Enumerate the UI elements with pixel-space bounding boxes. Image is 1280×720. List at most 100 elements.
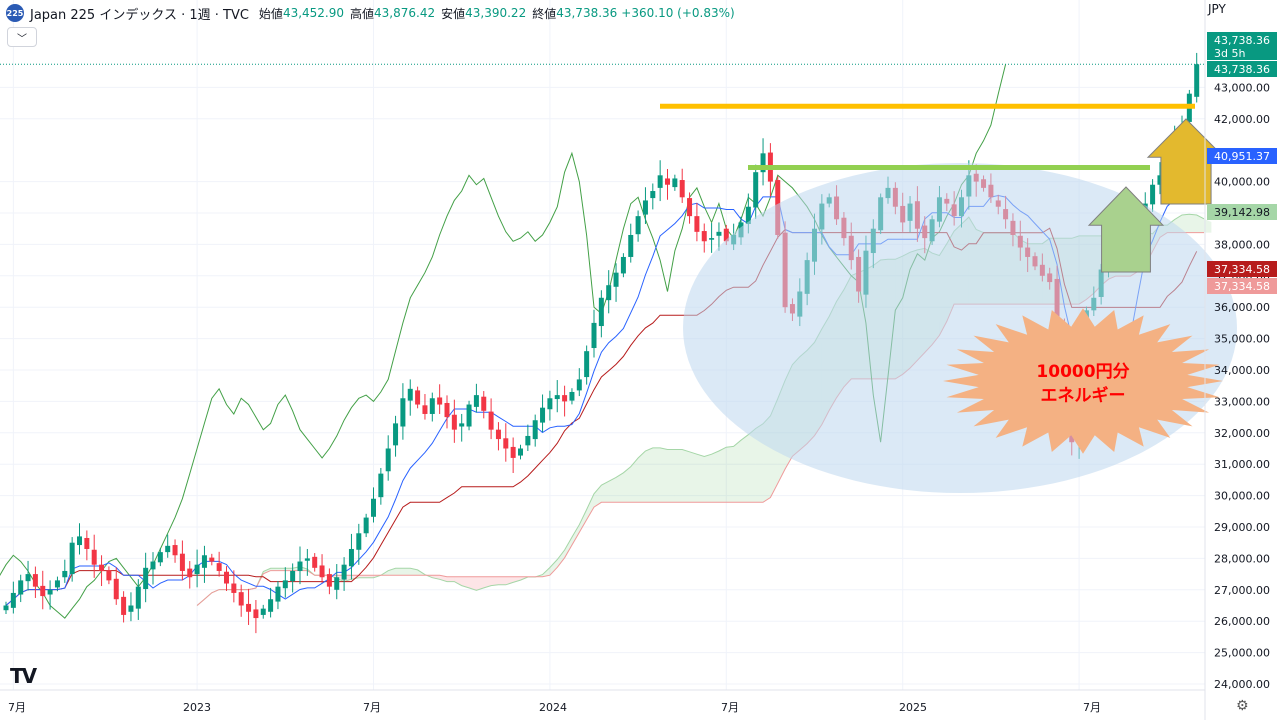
candle <box>495 422 501 451</box>
candle-body <box>143 567 149 590</box>
x-tick-label: 7月 <box>1083 701 1101 714</box>
candle <box>106 566 112 585</box>
kumo-cloud-segment <box>557 550 565 568</box>
candle-body <box>547 398 553 410</box>
candle-body <box>99 564 105 571</box>
symbol-title[interactable]: Japan 225 インデックス · 1週 · TVC <box>30 7 249 23</box>
candle-body <box>429 398 435 414</box>
candle-body <box>473 395 479 407</box>
y-tick-label: 40,000.00 <box>1214 176 1270 189</box>
candle-body <box>1157 175 1163 185</box>
candle-body <box>10 592 16 608</box>
candle <box>165 534 171 558</box>
chart-header: 225 Japan 225 インデックス · 1週 · TVC 始値 43,45… <box>6 3 739 23</box>
y-tick-label: 29,000.00 <box>1214 521 1270 534</box>
candle-body <box>297 561 303 571</box>
candle <box>356 523 362 565</box>
candle <box>665 169 670 200</box>
currency-label[interactable]: JPY <box>1208 2 1226 16</box>
candle <box>444 395 450 429</box>
kumo-cloud-segment <box>638 451 646 503</box>
kumo-cloud-segment <box>454 576 462 586</box>
candle <box>10 581 16 614</box>
candle-body <box>224 571 229 584</box>
candle <box>319 554 325 583</box>
candle-body <box>665 178 670 185</box>
candle-body <box>687 198 693 217</box>
kumo-cloud-segment <box>594 485 602 508</box>
candle <box>687 192 693 224</box>
candle-body <box>407 388 413 401</box>
candle-body <box>150 561 156 570</box>
candle-body <box>591 322 597 349</box>
candle <box>584 345 590 385</box>
candle-body <box>400 398 406 427</box>
candle <box>650 183 656 210</box>
candle <box>84 530 90 561</box>
tradingview-logo-icon[interactable]: TV <box>10 664 37 688</box>
candle <box>99 555 105 587</box>
candle <box>518 444 523 460</box>
y-tick-label: 26,000.00 <box>1214 615 1270 628</box>
candle-body <box>613 272 619 287</box>
candle-body <box>650 191 656 199</box>
candle <box>540 394 546 433</box>
candle <box>400 383 406 440</box>
candle-body <box>209 557 215 562</box>
x-tick-label: 2024 <box>539 701 567 714</box>
candle-body <box>54 580 60 588</box>
candle-body <box>253 609 259 619</box>
candle-body <box>598 297 604 327</box>
candle-body <box>84 537 90 549</box>
candle-body <box>201 555 207 568</box>
collapse-legend-button[interactable]: ﹀ <box>7 27 37 47</box>
price-label-bg <box>1207 261 1277 277</box>
kumo-cloud-segment <box>711 451 719 503</box>
annotation-text-line2: エネルギー <box>1041 386 1126 406</box>
candle-body <box>481 396 487 411</box>
kumo-cloud-segment <box>682 449 690 503</box>
price-label-text: 40,951.37 <box>1214 150 1270 163</box>
candle <box>91 534 97 578</box>
kumo-cloud-segment <box>741 434 749 503</box>
candle-body <box>540 407 546 423</box>
candle <box>282 567 288 598</box>
gear-icon[interactable]: ⚙ <box>1236 698 1249 714</box>
candle <box>628 223 634 263</box>
candle-body <box>584 351 590 378</box>
candle <box>620 253 626 278</box>
candle-body <box>113 578 119 600</box>
y-tick-label: 43,000.00 <box>1214 81 1270 94</box>
candle-body <box>238 592 244 606</box>
kumo-cloud-segment <box>616 472 624 503</box>
candle-body <box>635 216 641 235</box>
candle-body <box>157 552 163 563</box>
symbol-logo-icon[interactable]: 225 <box>6 4 24 22</box>
candle <box>348 533 354 580</box>
kumo-cloud-segment <box>491 576 499 586</box>
price-label: 40,951.37 <box>1207 148 1277 164</box>
kumo-cloud-segment <box>483 576 492 588</box>
kumo-cloud-segment <box>630 458 639 503</box>
candle <box>172 539 178 563</box>
open-label: 始値 <box>258 6 283 21</box>
candle-body <box>304 558 310 561</box>
candle-body <box>620 256 626 274</box>
candle <box>209 553 215 566</box>
y-tick-label: 27,000.00 <box>1214 584 1270 597</box>
candle <box>716 222 722 251</box>
candle-body <box>106 570 112 581</box>
candle-body <box>459 423 465 427</box>
candle <box>459 413 465 442</box>
y-tick-label: 24,000.00 <box>1214 678 1270 691</box>
kumo-cloud-segment <box>660 447 668 503</box>
candle <box>547 390 553 421</box>
price-label-text: 37,334.58 <box>1214 263 1270 276</box>
candle <box>326 568 332 595</box>
candle-body <box>422 405 428 414</box>
price-label-bg <box>1207 148 1277 164</box>
candle <box>113 567 119 605</box>
candle <box>554 380 560 413</box>
